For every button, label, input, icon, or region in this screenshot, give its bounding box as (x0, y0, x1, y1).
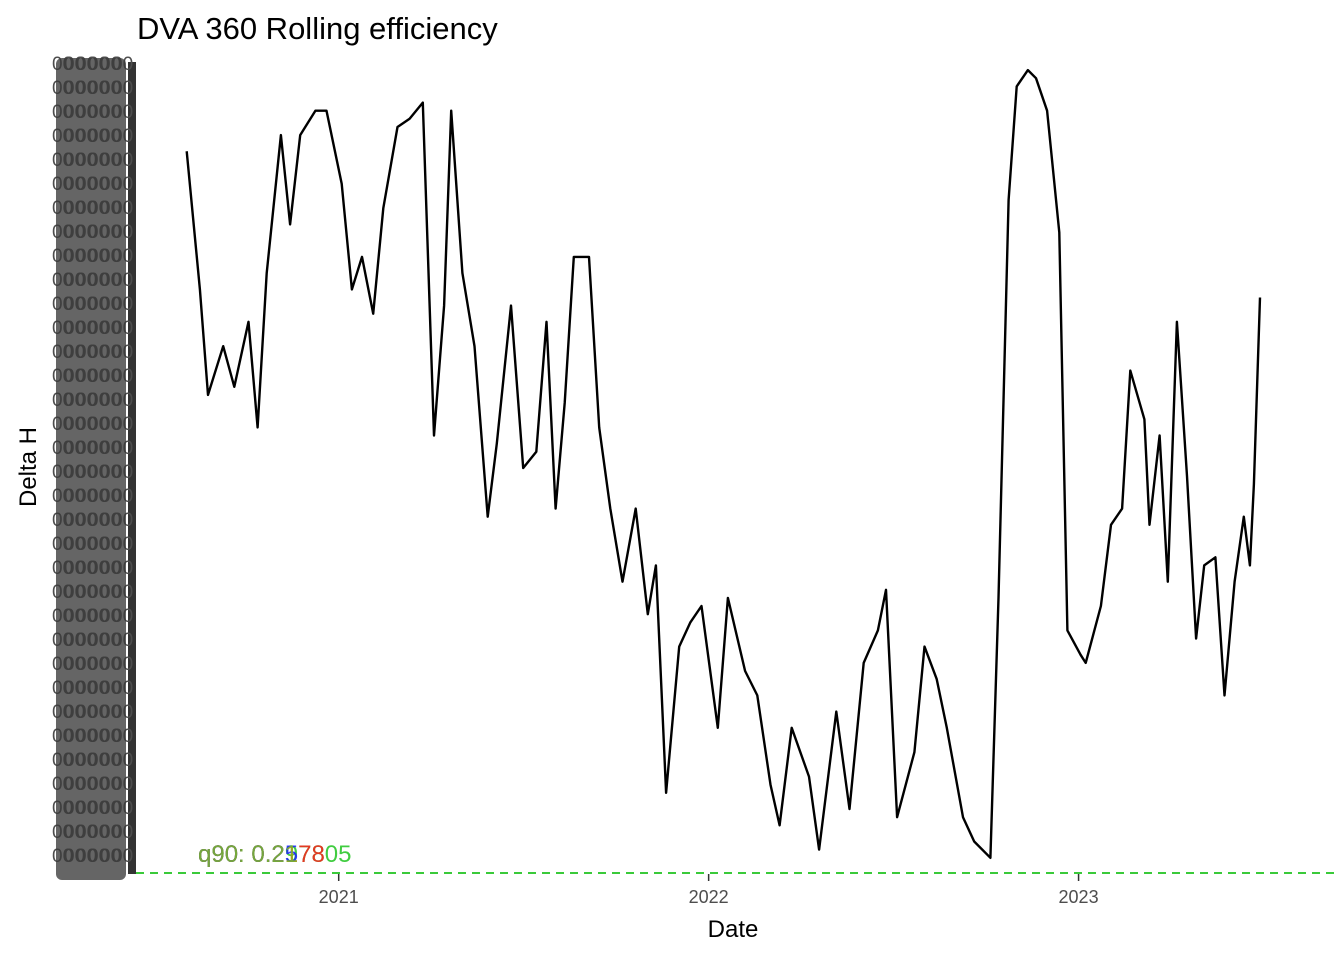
y-axis-line (128, 62, 136, 874)
x-tick-label: 2021 (319, 887, 359, 907)
x-tick-label: 2022 (689, 887, 729, 907)
chart-title: DVA 360 Rolling efficiency (137, 11, 498, 46)
x-axis-title: Date (708, 916, 759, 943)
x-tick-label: 2023 (1059, 887, 1099, 907)
quantile-annotation: q90: 0.297805 (198, 841, 351, 868)
quantile-annotation: q90: 0.25 (198, 841, 298, 868)
y-axis-title: Delta H (15, 427, 42, 507)
x-axis: 2021 2022 2023 (319, 874, 1099, 907)
series-group (185, 68, 1262, 859)
y-tick-label-overplot: 0000000000000000000000000000000000000000… (52, 54, 133, 880)
y-tick-label-smear (56, 58, 126, 880)
quantile-annotation: q90: 0.2178 (198, 841, 325, 868)
series-line-0 (185, 68, 1262, 859)
quantile-annotation: q90: 0.21 (198, 841, 298, 868)
y-axis: 0000000000000000000000000000000000000000… (52, 54, 136, 880)
